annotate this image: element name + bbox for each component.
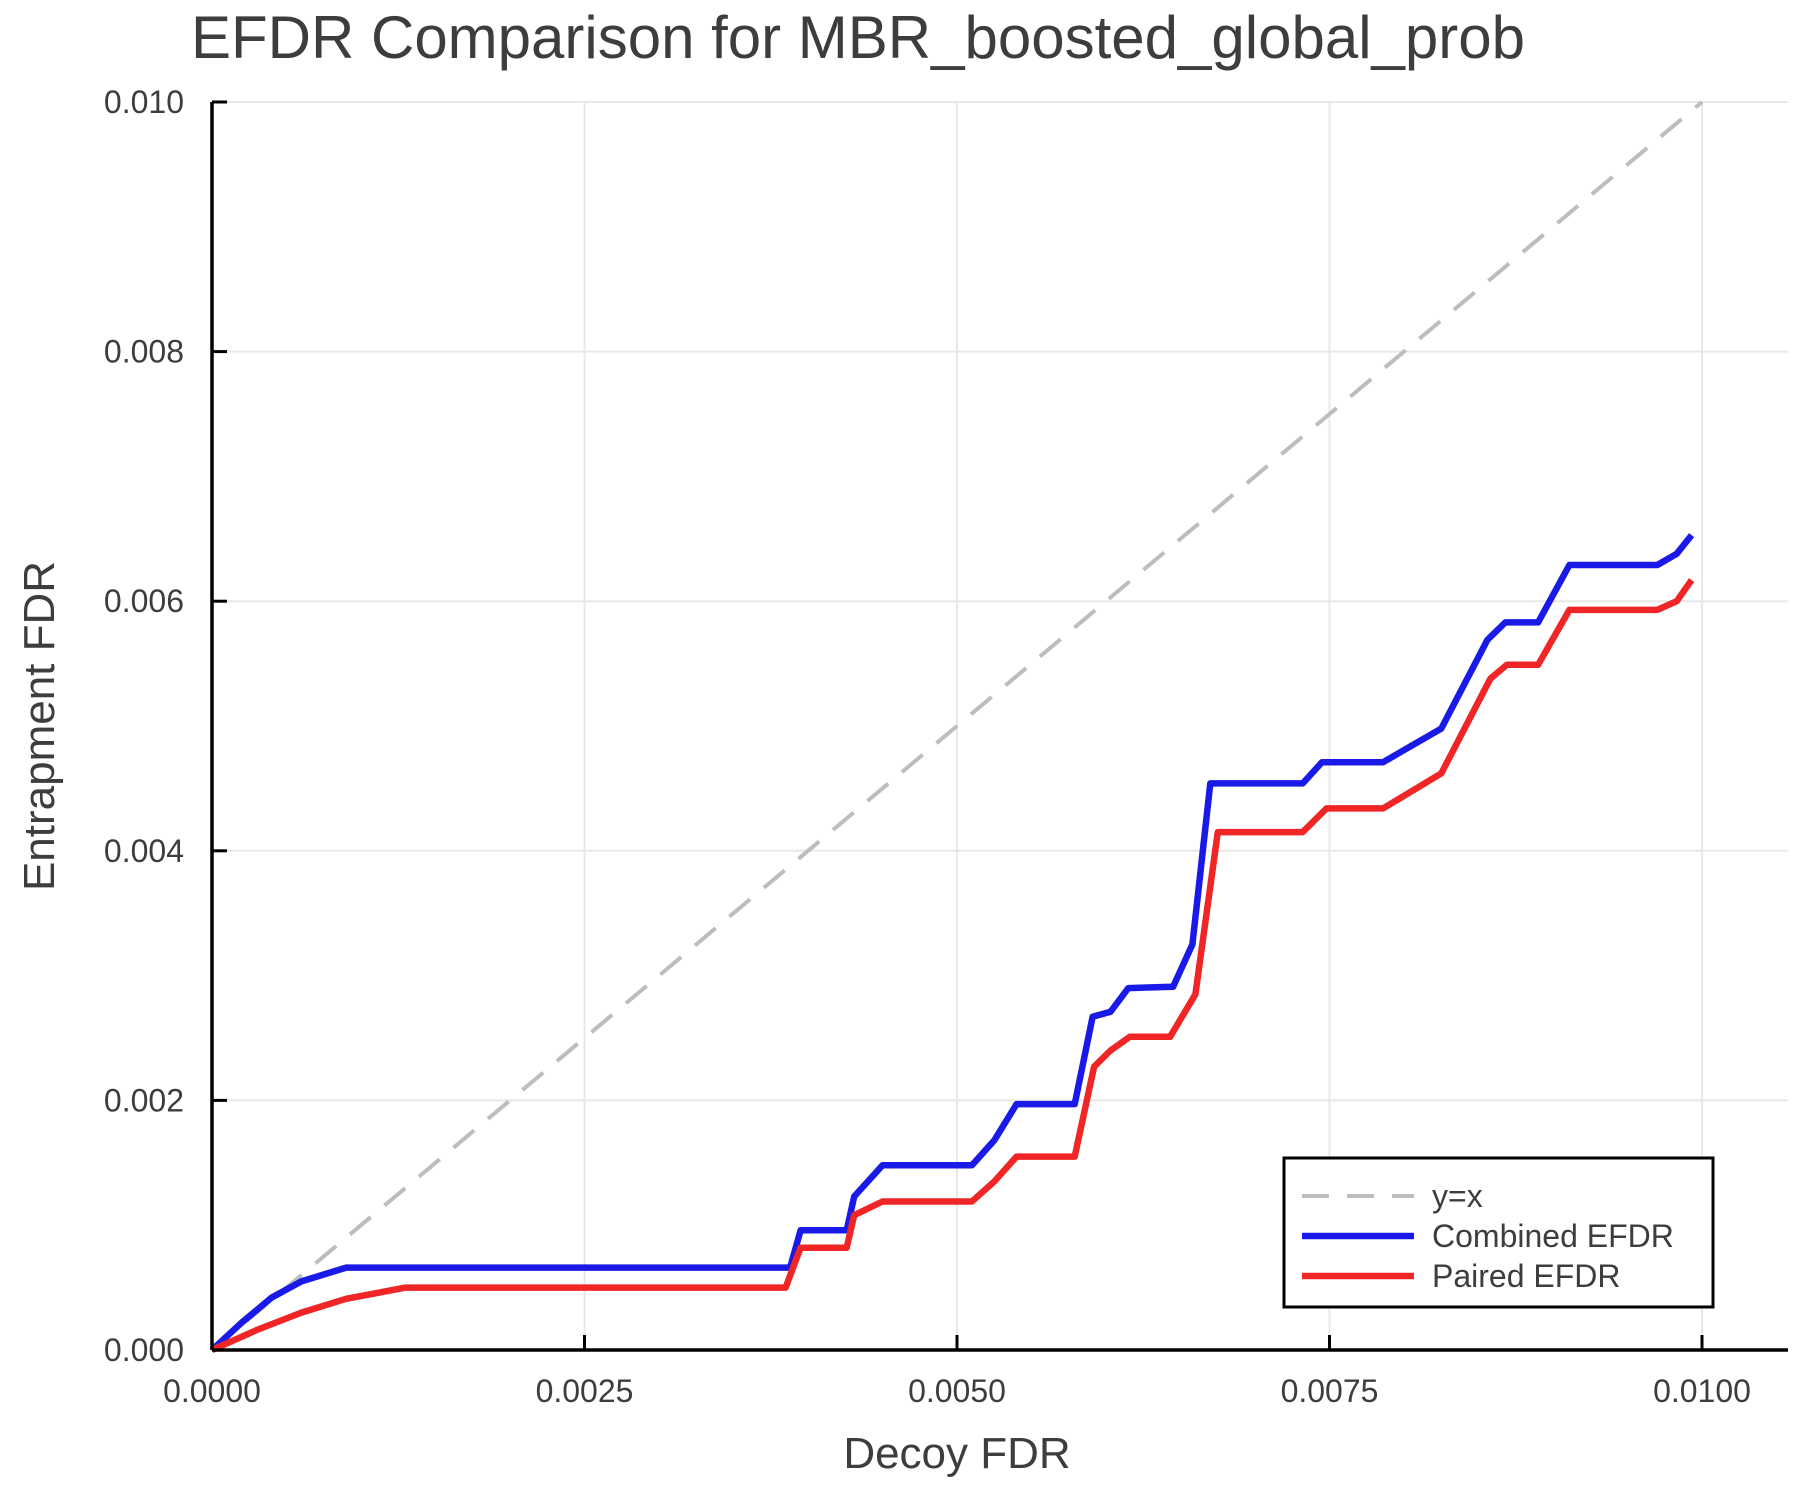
legend-box [1282,1156,1715,1309]
x-tick-label: 0.0000 [163,1373,261,1409]
legend-label: Combined EFDR [1432,1218,1674,1254]
series-layer [209,533,1695,1353]
y-tick-label: 0.002 [104,1082,184,1118]
reference-line-layer [210,100,1704,1352]
axis-layer: 0.0000 0.0025 0.0050 0.0075 0.0100 0.000 0.002… [104,84,1788,1409]
x-axis-title: Decoy FDR [843,1429,1070,1478]
y-tick-label: 0.004 [104,833,184,869]
y-tick-label: 0.008 [104,334,184,370]
x-tick-label: 0.0050 [908,1373,1006,1409]
y-tick-label: 0.006 [104,583,184,619]
x-tick-label: 0.0025 [536,1373,634,1409]
legend: y=x Combined EFDR Paired EFDR [1282,1156,1715,1309]
x-tick-label: 0.0100 [1653,1373,1751,1409]
paired-efdr-line [210,578,1695,1353]
grid-layer [212,101,1788,1350]
x-tick-label: 0.0075 [1281,1373,1379,1409]
chart-title: EFDR Comparison for MBR_boosted_global_p… [191,4,1525,71]
y-tick-label: 0.010 [104,84,184,120]
y-equals-x-line [210,100,1704,1352]
legend-label: y=x [1432,1178,1483,1214]
y-tick-label: 0.000 [104,1332,184,1368]
y-axis-title: Entrapment FDR [15,561,64,891]
legend-label: Paired EFDR [1432,1258,1621,1294]
